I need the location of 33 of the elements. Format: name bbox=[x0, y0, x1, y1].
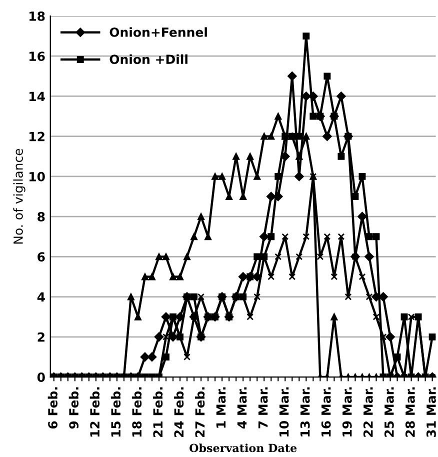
x-tick-label: 13 Mar. bbox=[300, 387, 310, 436]
x-tick-label: 10 Mar. bbox=[279, 387, 289, 436]
x-tick-label: 19 Mar. bbox=[342, 387, 352, 436]
x-tick-label: 9 Feb. bbox=[68, 387, 79, 429]
x-tick-label: 24 Feb. bbox=[174, 387, 184, 438]
x-axis-title: Observation Date bbox=[190, 444, 297, 452]
y-tick-label: 2 bbox=[38, 332, 44, 342]
y-tick-label: 6 bbox=[38, 252, 45, 262]
x-tick-label: 1 Mar. bbox=[216, 387, 226, 428]
x-tick-label: 22 Mar. bbox=[363, 387, 373, 437]
x-tick-label: 4 Mar. bbox=[237, 387, 247, 429]
y-tick-label: 10 bbox=[30, 172, 45, 182]
legend-label: Onion +Dill bbox=[110, 54, 188, 64]
y-tick-label: 4 bbox=[37, 292, 45, 302]
legend-label: Onion+Fennel bbox=[110, 27, 207, 37]
y-tick-label: 0 bbox=[37, 372, 45, 382]
x-tick-label: 18 Feb. bbox=[132, 387, 142, 437]
y-axis-title: No. of vigilance bbox=[13, 148, 26, 244]
x-tick-label: 15 Feb. bbox=[110, 387, 121, 437]
x-tick-label: 16 Mar. bbox=[321, 387, 331, 436]
x-tick-label: 31 Mar. bbox=[426, 387, 436, 437]
x-tick-label: 27 Feb. bbox=[194, 387, 205, 438]
y-tick-label: 16 bbox=[30, 52, 45, 62]
y-tick-label: 18 bbox=[30, 11, 45, 21]
x-tick-label: 25 Mar. bbox=[384, 387, 394, 437]
x-tick-label: 28 Mar. bbox=[405, 387, 415, 437]
x-tick-label: 6 Feb. bbox=[48, 387, 58, 429]
x-tick-label: 21 Feb. bbox=[152, 387, 163, 438]
y-tick-label: 14 bbox=[30, 92, 45, 101]
x-tick-label: 7 Mar. bbox=[258, 387, 268, 428]
x-tick-label: 12 Feb. bbox=[90, 387, 100, 437]
y-tick-label: 12 bbox=[30, 132, 44, 142]
y-tick-label: 8 bbox=[38, 212, 45, 222]
